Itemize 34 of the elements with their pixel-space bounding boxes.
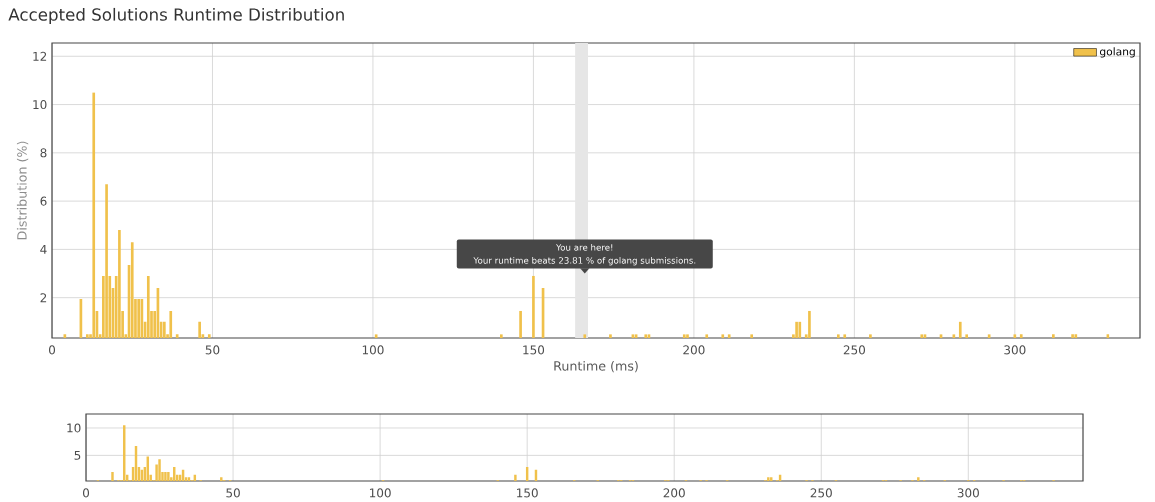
x-tick-label: 100 xyxy=(362,345,384,355)
x-tick-label: 50 xyxy=(205,345,220,355)
bar xyxy=(917,477,920,482)
x-tick-label: 300 xyxy=(1004,345,1026,355)
x-tick-label: 200 xyxy=(683,345,705,355)
x-tick-label: 100 xyxy=(369,488,391,498)
y-axis-title: Distribution (%) xyxy=(16,141,29,240)
y-tick-label: 4 xyxy=(40,245,47,254)
x-axis-title: Runtime (ms) xyxy=(554,360,638,373)
x-tick-label: 250 xyxy=(810,488,832,498)
annotation: You are here! xyxy=(556,244,613,251)
y-tick-label: 5 xyxy=(74,450,81,460)
y-tick-label: 10 xyxy=(33,100,47,110)
y-tick-label: 8 xyxy=(40,148,47,158)
x-tick-label: 200 xyxy=(663,488,685,498)
x-tick-label: 150 xyxy=(517,488,538,498)
bar xyxy=(158,459,161,482)
x-tick-label: 0 xyxy=(48,345,56,355)
legend-label: golang xyxy=(1099,47,1135,58)
bar xyxy=(164,472,167,482)
bar xyxy=(167,472,170,482)
annotation: Your runtime beats 23.81 % of golang submissions. xyxy=(473,257,696,266)
x-tick-label: 50 xyxy=(226,488,240,498)
x-tick-label: 0 xyxy=(82,488,90,498)
chart-title: Accepted Solutions Runtime Distribution xyxy=(8,7,344,25)
y-tick-label: 10 xyxy=(67,423,81,433)
y-tick-label: 12 xyxy=(33,51,47,61)
x-tick-label: 300 xyxy=(957,488,979,498)
y-tick-label: 6 xyxy=(40,196,47,206)
bar xyxy=(514,474,517,482)
x-tick-label: 250 xyxy=(843,345,866,355)
y-tick-label: 2 xyxy=(40,293,47,303)
x-tick-label: 150 xyxy=(523,345,545,355)
bar xyxy=(111,472,114,482)
